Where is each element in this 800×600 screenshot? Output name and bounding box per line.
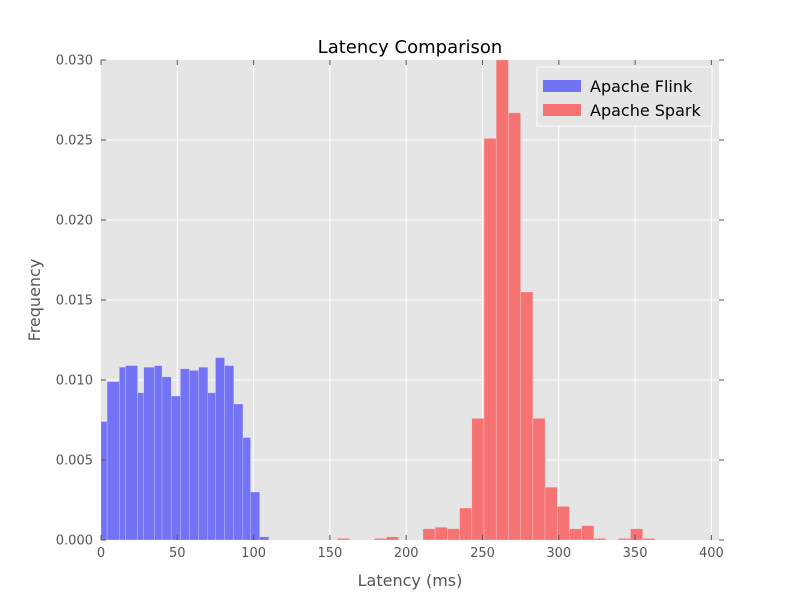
y-axis-label: Frequency (25, 259, 44, 342)
bar-spark (544, 486, 558, 541)
bar-flink (137, 392, 145, 541)
legend-label: Apache Spark (590, 101, 701, 120)
bar-spark (508, 112, 521, 541)
bar-flink (189, 370, 199, 541)
bar-spark (593, 538, 607, 541)
bar-spark (495, 59, 509, 541)
bar-spark (630, 528, 644, 541)
x-tick-label: 100 (241, 546, 266, 561)
bar-spark (617, 538, 631, 541)
bar-flink (106, 381, 120, 541)
chart-title: Latency Comparison (318, 37, 503, 58)
bar-flink (242, 437, 251, 541)
legend-box (536, 66, 713, 127)
x-tick-label: 200 (394, 546, 419, 561)
legend: Apache Flink Apache Spark (536, 66, 713, 127)
y-tick-label: 0.030 (56, 54, 93, 69)
bar-flink (224, 365, 235, 541)
bar-spark (422, 528, 436, 541)
bar-flink (154, 365, 163, 541)
x-tick-label: 0 (97, 546, 105, 561)
bar-flink (100, 421, 108, 541)
x-tick-label: 150 (317, 546, 342, 561)
bar-spark (483, 138, 497, 541)
bar-spark (569, 528, 582, 541)
x-tick-label: 250 (470, 546, 495, 561)
x-axis-label: Latency (ms) (358, 571, 463, 590)
bars (100, 59, 656, 541)
bar-flink (198, 366, 209, 541)
ticks: 0 50 100 150 200 250 300 350 400 0.000 0.005 0.010 0… (56, 54, 724, 561)
bar-flink (250, 491, 260, 541)
bar-flink (170, 395, 181, 541)
y-tick-label: 0.000 (56, 534, 93, 549)
bar-flink (233, 403, 244, 541)
bar-flink (215, 357, 225, 541)
bar-spark (471, 418, 485, 541)
bar-spark (447, 528, 460, 541)
bar-flink (143, 366, 155, 541)
bar-spark (337, 538, 351, 541)
bar-spark (373, 538, 387, 541)
legend-swatch (543, 80, 581, 92)
x-tick-label: 50 (169, 546, 186, 561)
bar-spark (556, 506, 570, 541)
bar-flink (119, 366, 126, 541)
x-tick-label: 300 (546, 546, 571, 561)
bar-spark (642, 538, 656, 541)
y-tick-label: 0.010 (56, 374, 93, 389)
bar-flink (259, 536, 270, 541)
bar-flink (180, 368, 190, 541)
legend-label: Apache Flink (590, 77, 693, 96)
bar-flink (161, 376, 172, 541)
bar-spark (581, 525, 595, 541)
y-tick-label: 0.015 (56, 294, 93, 309)
bar-spark (520, 291, 534, 541)
bar-flink (125, 365, 138, 541)
bar-flink (207, 392, 216, 541)
bar-spark (434, 526, 448, 541)
x-tick-label: 350 (623, 546, 648, 561)
bar-spark (532, 418, 546, 541)
y-tick-label: 0.005 (56, 454, 93, 469)
x-tick-label: 400 (699, 546, 724, 561)
y-tick-label: 0.020 (56, 214, 93, 229)
bar-spark (386, 536, 399, 541)
y-tick-label: 0.025 (56, 134, 93, 149)
bar-spark (459, 507, 473, 541)
legend-swatch (543, 104, 581, 116)
